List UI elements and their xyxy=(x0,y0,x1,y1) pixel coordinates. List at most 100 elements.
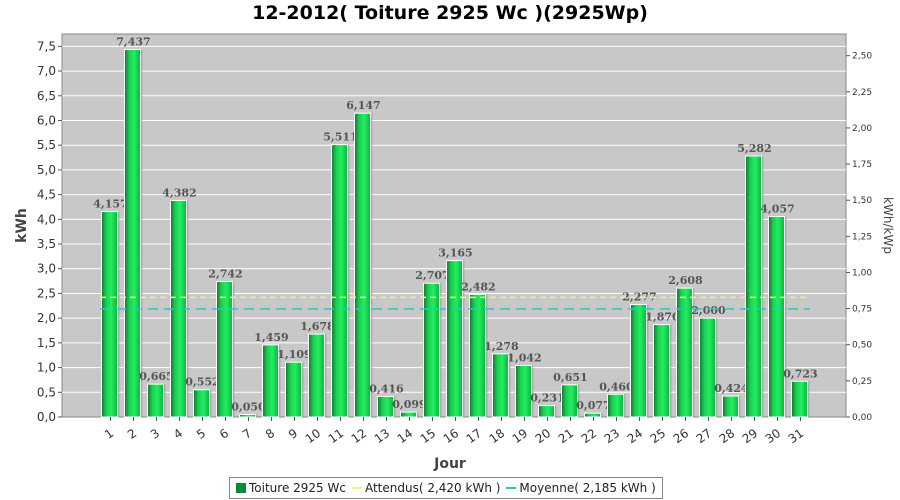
bar xyxy=(607,393,624,418)
x-tick-label: 28 xyxy=(717,426,738,446)
bar-value-label: 2,707 xyxy=(415,269,449,282)
bar xyxy=(446,260,463,418)
y2-tick-label: 0,50 xyxy=(852,341,872,351)
legend-label-expected: Attendus( 2,420 kWh ) xyxy=(364,481,501,495)
y-axis-title: kWh xyxy=(14,208,30,243)
y-tick-label: 5,0 xyxy=(37,163,56,177)
bar xyxy=(216,280,233,418)
x-tick-label: 6 xyxy=(217,426,231,442)
bar xyxy=(469,293,486,418)
y2-tick-label: 0,75 xyxy=(852,305,872,315)
bar-value-label: 2,277 xyxy=(622,290,656,303)
bar xyxy=(124,48,141,418)
legend-swatch-expected xyxy=(351,487,362,489)
bar-value-label: 0,723 xyxy=(783,367,817,380)
x-tick-label: 12 xyxy=(349,426,370,446)
legend-swatch-average xyxy=(506,487,517,489)
bar xyxy=(331,144,348,418)
bar-value-label: 0,050 xyxy=(231,401,266,414)
bar xyxy=(354,112,371,418)
x-tick-label: 15 xyxy=(418,426,439,446)
y2-axis-title: kWh/kWp xyxy=(881,197,895,254)
bar-value-label: 0,424 xyxy=(714,382,749,395)
bar xyxy=(492,353,509,418)
legend-swatch-series xyxy=(236,483,246,493)
x-tick-label: 22 xyxy=(579,426,600,446)
bar-value-label: 2,608 xyxy=(668,274,703,287)
bar xyxy=(699,317,716,418)
y2-tick-label: 0,00 xyxy=(852,413,872,423)
bar-value-label: 0,665 xyxy=(139,370,173,383)
bar-value-label: 4,157 xyxy=(93,198,127,211)
bar xyxy=(400,411,417,418)
bar-value-label: 2,482 xyxy=(461,280,495,293)
bar-value-label: 1,278 xyxy=(484,340,519,353)
x-axis-title: Jour xyxy=(433,456,466,472)
legend-item-average: Moyenne( 2,185 kWh ) xyxy=(506,481,656,495)
bar xyxy=(630,303,647,418)
y-tick-label: 4,5 xyxy=(37,188,56,202)
x-tick-label: 13 xyxy=(372,426,393,446)
y-tick-label: 0,5 xyxy=(37,385,56,399)
bar xyxy=(538,405,555,418)
bar-value-label: 2,000 xyxy=(691,304,726,317)
x-tick-label: 25 xyxy=(648,426,669,446)
x-tick-label: 17 xyxy=(464,426,485,446)
y-tick-label: 5,5 xyxy=(37,138,56,152)
bar xyxy=(515,365,532,418)
bar xyxy=(423,282,440,418)
bar-value-label: 0,552 xyxy=(185,376,219,389)
bar-value-label: 1,678 xyxy=(300,320,335,333)
bar-value-label: 3,165 xyxy=(438,247,472,260)
x-tick-label: 16 xyxy=(441,426,462,446)
bar-value-label: 4,057 xyxy=(760,203,794,216)
legend-item-series: Toiture 2925 Wc xyxy=(236,481,346,495)
bar xyxy=(262,344,279,418)
x-tick-label: 27 xyxy=(694,426,715,446)
y-tick-label: 2,0 xyxy=(37,311,56,325)
bar-value-label: 1,042 xyxy=(507,352,541,365)
x-tick-label: 18 xyxy=(487,426,508,446)
x-tick-label: 1 xyxy=(102,426,116,442)
y2-tick-label: 2,50 xyxy=(852,52,872,62)
y-tick-label: 1,0 xyxy=(37,361,56,375)
bar xyxy=(561,384,578,418)
x-tick-label: 4 xyxy=(171,426,185,442)
bar xyxy=(676,287,693,418)
y-tick-label: 0,0 xyxy=(37,410,56,424)
bar xyxy=(791,380,808,418)
x-tick-label: 3 xyxy=(148,426,162,442)
y2-tick-label: 1,00 xyxy=(852,268,872,278)
bar-value-label: 1,459 xyxy=(254,331,288,344)
y-tick-label: 3,0 xyxy=(37,262,56,276)
bar-value-label: 0,651 xyxy=(553,371,587,384)
x-tick-label: 7 xyxy=(240,426,254,442)
bar-value-label: 7,437 xyxy=(116,35,150,48)
bar xyxy=(653,324,670,418)
x-tick-label: 10 xyxy=(303,426,324,446)
legend-item-expected: Attendus( 2,420 kWh ) xyxy=(351,481,501,495)
bar xyxy=(377,395,394,418)
y-tick-label: 3,5 xyxy=(37,237,56,251)
y2-tick-label: 1,50 xyxy=(852,196,872,206)
x-tick-label: 21 xyxy=(556,426,577,446)
x-tick-label: 9 xyxy=(286,426,300,442)
y-tick-label: 6,0 xyxy=(37,113,56,127)
legend: Toiture 2925 Wc Attendus( 2,420 kWh ) Mo… xyxy=(229,477,663,499)
bar-value-label: 0,231 xyxy=(530,392,564,405)
x-tick-label: 26 xyxy=(671,426,692,446)
bar-value-label: 5,282 xyxy=(737,142,771,155)
bar-value-label: 4,382 xyxy=(162,186,196,199)
bar xyxy=(193,389,210,418)
chart-title: 12-2012( Toiture 2925 Wc )(2925Wp) xyxy=(252,2,648,24)
bar xyxy=(745,155,762,418)
y2-tick-label: 0,25 xyxy=(852,377,872,387)
x-tick-label: 20 xyxy=(533,426,554,446)
bar xyxy=(285,361,302,418)
x-tick-label: 24 xyxy=(625,426,646,446)
bar-value-label: 0,460 xyxy=(599,380,634,393)
bar-value-label: 0,416 xyxy=(369,382,404,395)
y-tick-label: 6,5 xyxy=(37,89,56,103)
bar xyxy=(722,395,739,418)
